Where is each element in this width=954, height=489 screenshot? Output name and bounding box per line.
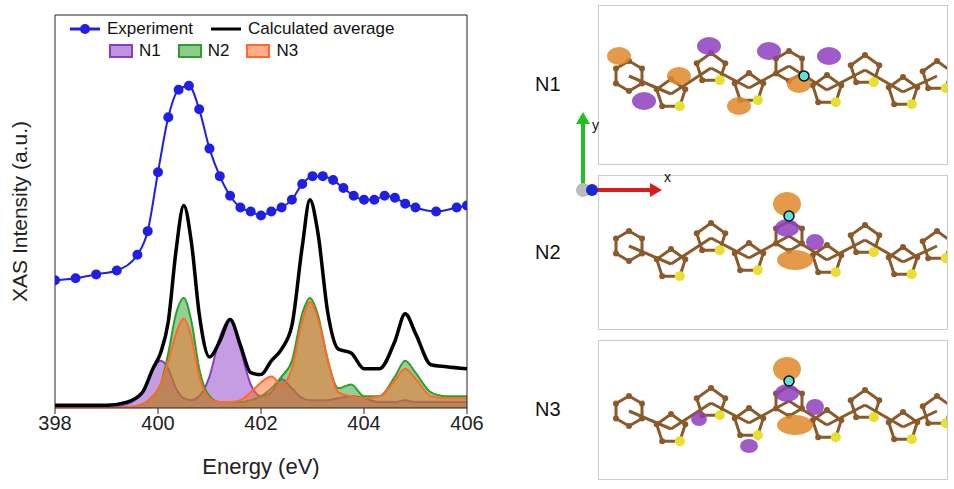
svg-text:404: 404 (347, 412, 380, 434)
html-text:N2: N2 (535, 240, 561, 263)
svg-text:y: y (592, 117, 599, 133)
svg-text:402: 402 (244, 412, 277, 434)
html-text:N3: N3 (276, 41, 299, 60)
html-text:Experiment: Experiment (107, 19, 193, 38)
html-text:N3: N3 (535, 398, 561, 420)
svg-text:XAS Intensity (a.u.): XAS Intensity (a.u.) (8, 121, 31, 302)
svg-text:x: x (664, 169, 671, 185)
svg-text:Energy (eV): Energy (eV) (202, 454, 319, 479)
svg-text:406: 406 (450, 412, 483, 434)
html-text:Calculated average: Calculated average (248, 19, 395, 38)
svg-text:398: 398 (38, 412, 71, 434)
svg-text:400: 400 (141, 412, 174, 434)
html-text:N1: N1 (139, 41, 161, 60)
html-text:N1: N1 (535, 73, 561, 95)
html-text:N2: N2 (207, 41, 230, 60)
